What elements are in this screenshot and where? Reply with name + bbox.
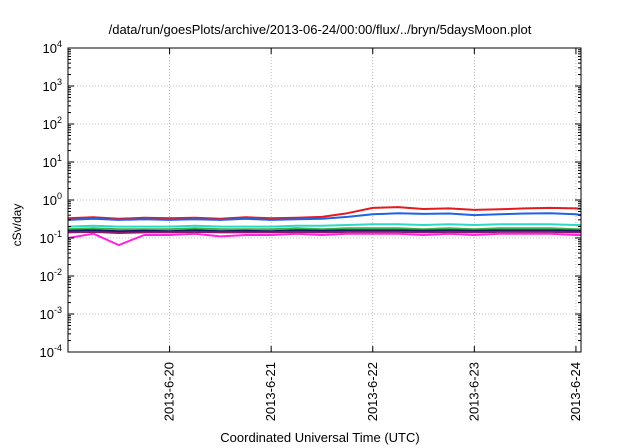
x-tick-label: 2013-6-21 [263,362,278,421]
series-line-4 [67,227,581,231]
y-tick-label: 10-4 [40,343,62,360]
x-tick-label: 2013-6-22 [365,362,380,421]
grid-lines [68,48,581,352]
chart-title: /data/run/goesPlots/archive/2013-06-24/0… [108,22,532,37]
y-tick-label: 100 [43,191,62,208]
series-group [67,206,582,247]
plot-frame [67,47,582,353]
x-tick-label: 2013-6-20 [162,362,177,421]
y-tick-label: 10-2 [40,267,62,284]
y-axis-ticks: 10-4 10-3 10-2 10-1 100 101 102 103 104 [40,39,581,360]
y-tick-label: 10-1 [40,229,62,246]
series-line-6 [67,230,581,234]
series-line-1 [67,206,582,220]
x-axis-ticks: 2013-6-20 2013-6-21 2013-6-22 2013-6-23 2013… [162,48,583,421]
y-tick-label: 102 [43,115,62,132]
y-tick-label: 104 [43,39,62,56]
y-tick-label: 101 [43,153,62,170]
series-line-3 [67,223,581,228]
series-line-7 [67,232,581,247]
x-tick-label: 2013-6-24 [568,362,583,421]
x-axis-label: Coordinated Universal Time (UTC) [220,430,420,445]
x-tick-label: 2013-6-23 [466,362,481,421]
y-tick-label: 103 [43,77,62,94]
y-tick-label: 10-3 [40,305,62,322]
series-line-5 [67,229,581,233]
series-line-2 [67,212,582,221]
